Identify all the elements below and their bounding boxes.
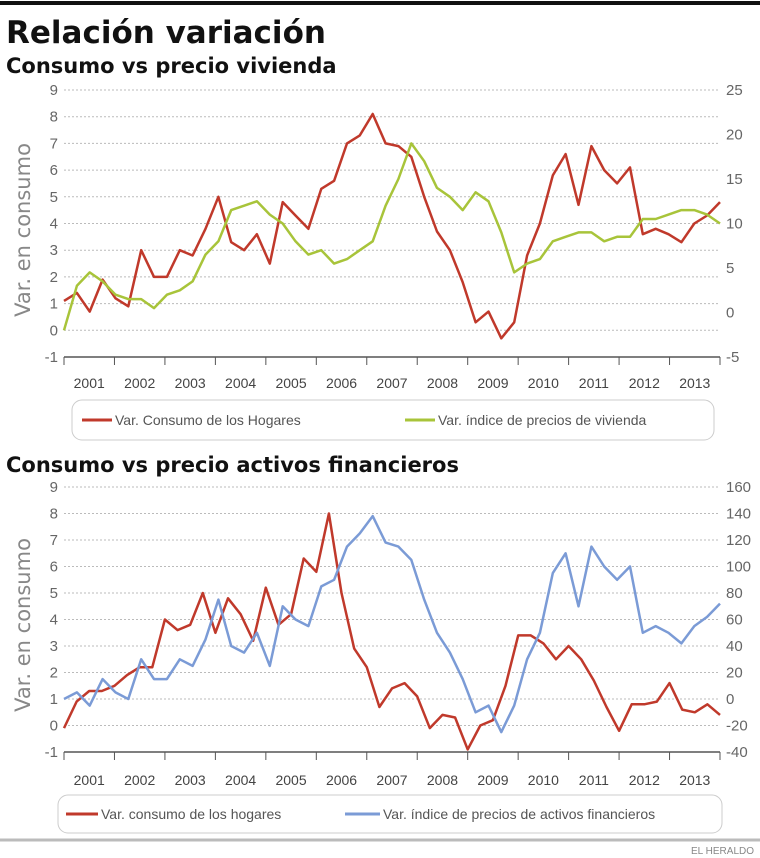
y-tick-label: 4 [50, 612, 58, 629]
x-tick-label: 2009 [477, 375, 508, 391]
x-tick-label: 2003 [175, 772, 206, 788]
y-tick-label: 6 [50, 162, 58, 179]
x-tick-label: 2005 [275, 375, 306, 391]
y2-tick-label: 40 [726, 638, 743, 655]
x-tick-label: 2008 [427, 772, 458, 788]
y2-tick-label: 60 [726, 612, 743, 629]
y-tick-label: 1 [50, 296, 58, 313]
y2-tick-label: 20 [726, 127, 743, 144]
y2-tick-label: 25 [726, 82, 743, 99]
y-tick-label: 8 [50, 506, 58, 523]
y-tick-label: 3 [50, 242, 58, 259]
x-tick-label: 2011 [579, 772, 609, 788]
chart-vivienda: Var. en consumo Var. Consumo de los Hoga… [11, 82, 743, 441]
y-tick-label: 5 [50, 189, 58, 206]
y-tick-label: 9 [50, 82, 58, 99]
y-tick-label: 0 [50, 322, 58, 339]
x-tick-label: 2002 [124, 375, 155, 391]
y2-tick-label: 0 [726, 691, 734, 708]
x-tick-label: 2012 [629, 375, 660, 391]
y-tick-label: -1 [45, 744, 58, 761]
y2-tick-label: 0 [726, 305, 734, 322]
x-tick-label: 2011 [579, 375, 609, 391]
x-tick-label: 2002 [124, 772, 155, 788]
x-tick-label: 2013 [679, 375, 710, 391]
x-tick-label: 2004 [225, 375, 256, 391]
y-tick-label: 2 [50, 269, 58, 286]
y2-tick-label: -20 [726, 718, 748, 735]
x-tick-label: 2001 [74, 772, 105, 788]
y-tick-label: 5 [50, 585, 58, 602]
x-tick-label: 2013 [679, 772, 710, 788]
x-tick-label: 2006 [326, 375, 357, 391]
y-tick-label: 6 [50, 559, 58, 576]
y-tick-label: 1 [50, 691, 58, 708]
page-title: Relación variación [6, 15, 326, 51]
y-tick-label: 8 [50, 109, 58, 126]
y-tick-label: 3 [50, 638, 58, 655]
x-tick-label: 2009 [477, 772, 508, 788]
series-line-right [63, 514, 721, 734]
y2-tick-label: 5 [726, 260, 734, 277]
x-tick-label: 2005 [275, 772, 306, 788]
chart1-title: Consumo vs precio vivienda [6, 54, 337, 78]
chart1-ylabel: Var. en consumo [11, 143, 35, 317]
chart2-title: Consumo vs precio activos financieros [6, 453, 459, 477]
y2-tick-label: 15 [726, 171, 743, 188]
y-tick-label: 7 [50, 135, 58, 152]
chart-activos: Var. en consumo Var. consumo de los hoga… [11, 479, 751, 834]
y2-tick-label: 80 [726, 585, 743, 602]
legend-vivienda: Var. índice de precios de vivienda [438, 412, 647, 428]
x-tick-label: 2004 [225, 772, 256, 788]
x-tick-label: 2012 [629, 772, 660, 788]
series-line-left [63, 112, 721, 340]
x-tick-label: 2001 [74, 375, 105, 391]
x-tick-label: 2006 [326, 772, 357, 788]
y-tick-label: 4 [50, 216, 58, 233]
y-tick-label: 7 [50, 532, 58, 549]
x-tick-label: 2007 [376, 772, 407, 788]
x-tick-label: 2008 [427, 375, 458, 391]
y2-tick-label: 160 [726, 479, 751, 496]
y-tick-label: 0 [50, 718, 58, 735]
y2-tick-label: 120 [726, 532, 751, 549]
x-tick-label: 2010 [528, 375, 559, 391]
legend-consumo2: Var. consumo de los hogares [101, 806, 281, 822]
y2-tick-label: -40 [726, 744, 748, 761]
chart1-legend [71, 399, 715, 441]
y2-tick-label: 100 [726, 559, 751, 576]
y-tick-label: 9 [50, 479, 58, 496]
chart2-ylabel: Var. en consumo [11, 538, 35, 712]
y-tick-label: -1 [45, 349, 58, 366]
y2-tick-label: 10 [726, 216, 743, 233]
y2-tick-label: 20 [726, 665, 743, 682]
y2-tick-label: -5 [726, 349, 739, 366]
y2-tick-label: 140 [726, 506, 751, 523]
legend-consumo: Var. Consumo de los Hogares [115, 412, 301, 428]
y-tick-label: 2 [50, 665, 58, 682]
series-line-left [62, 512, 721, 751]
series-line-right [62, 142, 721, 331]
x-tick-label: 2003 [175, 375, 206, 391]
legend-activos: Var. índice de precios de activos financ… [383, 806, 655, 822]
x-tick-label: 2007 [376, 375, 407, 391]
footer-credit: EL HERALDO [691, 846, 754, 857]
chart2-legend [57, 794, 723, 834]
x-tick-label: 2010 [528, 772, 559, 788]
